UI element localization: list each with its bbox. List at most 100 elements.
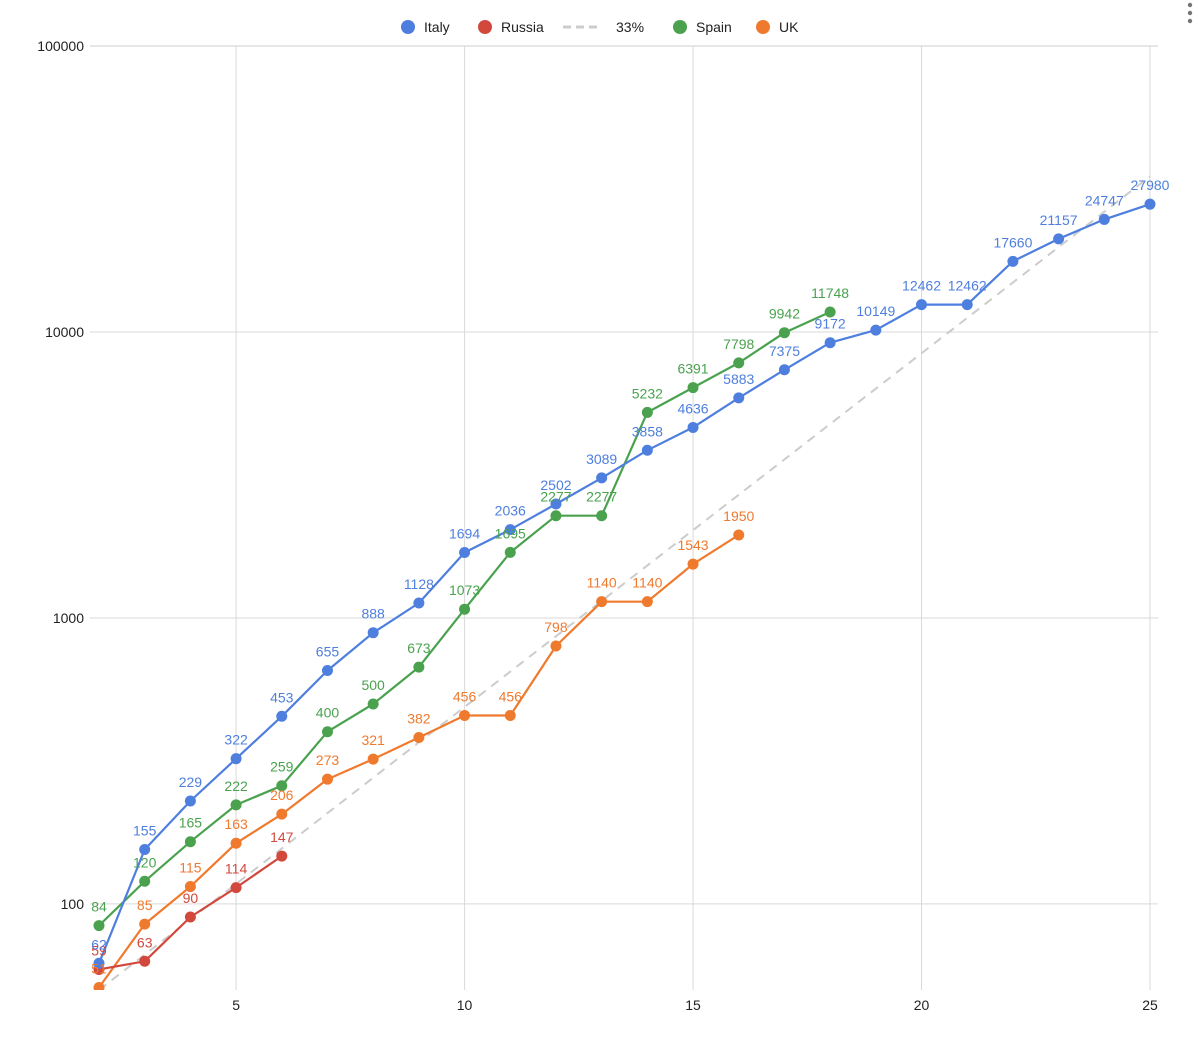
data-point-italy[interactable] [1053,233,1065,245]
data-point-russia[interactable] [184,911,196,923]
data-point-italy[interactable] [824,337,836,349]
data-point-uk[interactable] [413,731,425,743]
data-point-italy[interactable] [733,392,745,404]
data-point-italy[interactable] [459,546,471,558]
data-point-spain[interactable] [733,357,745,369]
data-point-italy[interactable] [778,364,790,376]
data-point-uk[interactable] [276,808,288,820]
data-point-spain[interactable] [641,406,653,418]
data-point-spain[interactable] [139,875,151,887]
data-point-italy[interactable] [961,299,973,311]
data-label-uk: 206 [270,787,294,803]
x-tick-label: 10 [457,997,473,1013]
data-label-spain: 1695 [495,525,526,541]
data-label-italy: 24747 [1085,192,1124,208]
data-point-italy[interactable] [870,324,882,336]
data-label-spain: 500 [361,677,385,693]
legend[interactable]: Italy Russia 33% Spain UK [401,19,799,35]
data-point-spain[interactable] [184,836,196,848]
data-point-spain[interactable] [321,726,333,738]
data-label-spain: 11748 [811,285,849,301]
data-point-spain[interactable] [550,510,562,522]
data-point-spain[interactable] [504,546,516,558]
data-point-spain[interactable] [687,382,699,394]
data-point-italy[interactable] [93,957,105,969]
data-point-spain[interactable] [276,780,288,792]
data-point-italy[interactable] [230,753,242,765]
data-point-italy[interactable] [1007,255,1019,267]
data-point-uk[interactable] [504,709,516,721]
data-label-russia: 114 [225,861,248,877]
data-label-uk: 456 [499,688,523,704]
data-point-italy[interactable] [276,710,288,722]
data-label-spain: 400 [316,705,340,721]
y-tick-label: 100000 [37,38,84,54]
data-point-russia[interactable] [139,955,151,967]
data-label-uk: 115 [179,860,202,876]
data-point-uk[interactable] [687,558,699,570]
data-point-italy[interactable] [687,421,699,433]
data-point-uk[interactable] [139,918,151,930]
data-point-uk[interactable] [184,881,196,893]
data-label-uk: 85 [137,897,153,913]
data-point-italy[interactable] [916,299,928,311]
data-point-uk[interactable] [641,596,653,608]
data-point-uk[interactable] [459,709,471,721]
data-label-uk: 273 [316,752,340,768]
data-label-spain: 9942 [769,306,800,322]
data-point-spain[interactable] [778,327,790,339]
data-label-russia: 90 [183,890,199,906]
legend-label-33: 33% [616,19,644,35]
series-lines [97,175,1151,990]
data-point-uk[interactable] [93,982,105,993]
data-point-italy[interactable] [139,843,151,855]
data-point-italy[interactable] [1144,198,1156,210]
data-label-italy: 7375 [769,343,800,359]
legend-label-italy: Italy [424,19,450,35]
data-point-uk[interactable] [230,837,242,849]
legend-label-uk: UK [779,19,799,35]
data-point-italy[interactable] [641,444,653,456]
data-label-spain: 259 [270,759,294,775]
data-label-italy: 21157 [1040,212,1078,228]
more-options-icon[interactable] [1187,2,1193,24]
data-point-uk[interactable] [596,596,608,608]
data-label-spain: 673 [407,640,431,656]
data-point-russia[interactable] [230,882,242,894]
data-point-spain[interactable] [367,698,379,710]
y-tick-label: 1000 [53,610,84,626]
data-point-uk[interactable] [733,529,745,541]
data-point-spain[interactable] [230,799,242,811]
data-point-italy[interactable] [321,664,333,676]
data-point-italy[interactable] [504,524,516,536]
data-point-russia[interactable] [276,850,288,862]
data-label-uk: 1140 [632,575,662,591]
data-label-uk: 456 [453,688,477,704]
data-point-italy[interactable] [413,597,425,609]
data-point-italy[interactable] [550,498,562,510]
data-point-italy[interactable] [367,627,379,639]
data-point-spain[interactable] [459,603,471,615]
data-label-spain: 222 [224,778,248,794]
x-axis-ticks: 5 10 15 20 25 [232,997,1158,1013]
data-label-spain: 5232 [632,385,663,401]
data-label-italy: 2036 [495,503,526,519]
data-point-spain[interactable] [413,661,425,673]
data-point-spain[interactable] [93,920,105,932]
data-label-spain: 2277 [540,489,571,505]
data-label-italy: 27980 [1131,177,1170,193]
data-point-spain[interactable] [824,306,836,318]
data-point-italy[interactable] [596,472,608,484]
data-point-uk[interactable] [367,753,379,765]
data-label-spain: 120 [133,854,157,870]
data-point-uk[interactable] [321,773,333,785]
data-label-italy: 2502 [540,477,571,493]
data-label-italy: 1694 [449,525,480,541]
data-point-spain[interactable] [596,510,608,522]
data-point-italy[interactable] [184,795,196,807]
data-label-russia: 63 [137,934,153,950]
data-point-uk[interactable] [550,640,562,652]
x-tick-label: 25 [1142,997,1158,1013]
data-label-italy: 229 [179,774,203,790]
data-point-italy[interactable] [1098,213,1110,225]
